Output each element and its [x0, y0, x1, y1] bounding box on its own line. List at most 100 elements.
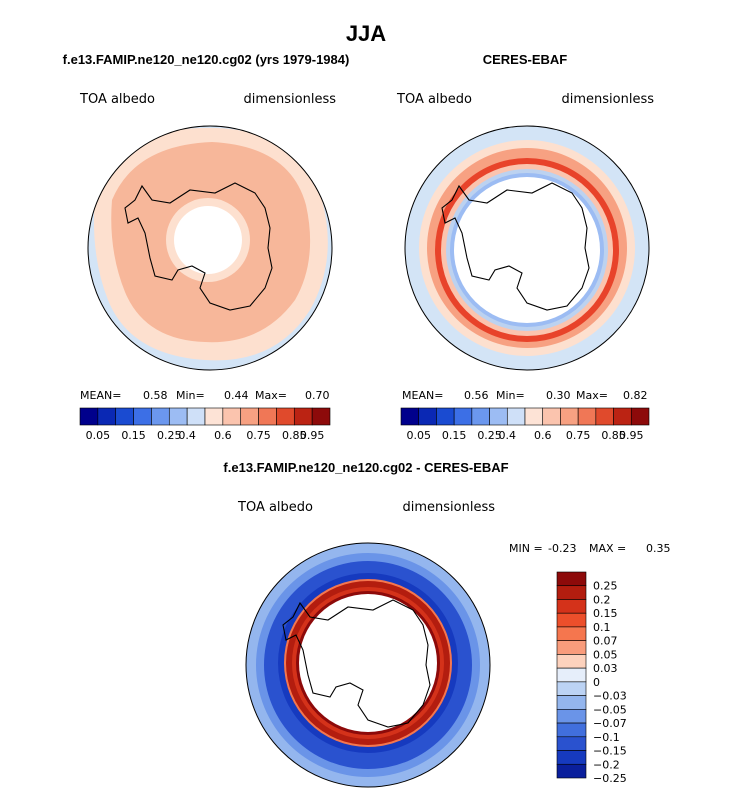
colorbar-swatch [133, 407, 152, 426]
colorbar-tick-label: 0.95 [300, 429, 325, 442]
colorbar-tick-label: 0.15 [442, 429, 467, 442]
colorbar-swatch [556, 654, 587, 669]
panel-ceres-colorbar: 0.05 0.15 0.250.4 0.6 0.75 0.850.95 [400, 407, 650, 442]
panel-ceres-title: CERES-EBAF [483, 52, 568, 67]
colorbar-swatch [436, 407, 455, 426]
colorbar-swatch [400, 407, 420, 426]
colorbar-tick-label: 0.25 [593, 580, 618, 593]
panel-ceres-min-label: Min= [496, 389, 525, 402]
colorbar-tick-label: 0.6 [534, 429, 552, 442]
colorbar-swatch [258, 407, 277, 426]
colorbar-swatch [577, 407, 597, 426]
panel-model-left-label: TOA albedo [79, 92, 155, 107]
colorbar-swatch [556, 571, 587, 587]
colorbar-swatch [311, 407, 331, 426]
panel-model-colorbar: 0.05 0.15 0.250.4 0.6 0.75 0.850.95 [79, 407, 331, 442]
panel-ceres-max-label: Max= [576, 389, 608, 402]
panel-diff-max-label: MAX = [589, 542, 626, 555]
colorbar-tick-label: 0.85 [601, 429, 626, 442]
colorbar-tick-label: 0.25 [477, 429, 502, 442]
colorbar-tick-label: 0.05 [406, 429, 431, 442]
colorbar-tick-label: −0.25 [593, 772, 627, 785]
colorbar-swatch [556, 736, 587, 751]
colorbar-swatch [556, 585, 587, 600]
panel-ceres-max: 0.82 [623, 389, 648, 402]
colorbar-swatch [204, 407, 224, 426]
colorbar-tick-label: 0.1 [593, 621, 611, 634]
map-pole-gap [174, 206, 242, 274]
colorbar-swatch [556, 612, 587, 628]
colorbar-swatch [168, 407, 188, 426]
panel-ceres-border [404, 125, 650, 371]
panel-model: f.e13.FAMIP.ne120_ne120.cg02 (yrs 1979-1… [63, 52, 350, 442]
colorbar-swatch [293, 407, 313, 426]
colorbar-tick-label: 0.75 [566, 429, 591, 442]
colorbar-swatch [556, 640, 587, 655]
colorbar-swatch [556, 750, 587, 765]
panel-ceres-mean-label: MEAN= [402, 389, 443, 402]
colorbar-swatch [595, 407, 614, 426]
colorbar-tick-label: 0.15 [121, 429, 146, 442]
colorbar-tick-label: 0.07 [593, 635, 618, 648]
colorbar-tick-label: 0.75 [246, 429, 271, 442]
colorbar-swatch [542, 407, 561, 426]
colorbar-tick-label: 0.15 [593, 607, 618, 620]
panel-model-max: 0.70 [305, 389, 330, 402]
colorbar-swatch [97, 407, 117, 426]
colorbar-tick-label: 0.03 [593, 662, 618, 675]
panel-model-min-label: Min= [176, 389, 205, 402]
colorbar-tick-label: −0.15 [593, 745, 627, 758]
colorbar-swatch [560, 407, 579, 426]
panel-diff-max: 0.35 [646, 542, 671, 555]
colorbar-tick-label: 0.05 [593, 648, 618, 661]
colorbar-tick-label: −0.1 [593, 731, 620, 744]
colorbar-tick-label: −0.03 [593, 690, 627, 703]
colorbar-tick-label: −0.05 [593, 703, 627, 716]
colorbar-swatch [613, 407, 632, 426]
colorbar-swatch [222, 407, 242, 426]
map-ring-inner [299, 594, 437, 732]
panel-ceres-right-label: dimensionless [562, 92, 655, 107]
colorbar-swatch [506, 407, 526, 426]
colorbar-swatch [556, 667, 587, 683]
panel-model-min: 0.44 [224, 389, 249, 402]
colorbar-swatch [489, 407, 508, 426]
panel-model-map [88, 126, 332, 370]
colorbar-swatch [240, 407, 259, 426]
panel-ceres-map [405, 126, 649, 370]
colorbar-swatch [453, 407, 473, 426]
colorbar-tick-label: 0.05 [86, 429, 111, 442]
colorbar-swatch [556, 695, 587, 710]
colorbar-tick-label: 0.85 [282, 429, 307, 442]
colorbar-swatch [556, 722, 587, 738]
panel-model-max-label: Max= [255, 389, 287, 402]
colorbar-swatch [524, 407, 544, 426]
map-ring-inner [454, 177, 600, 323]
panel-ceres-left-label: TOA albedo [396, 92, 472, 107]
panel-model-right-label: dimensionless [244, 92, 337, 107]
colorbar-tick-label: −0.2 [593, 758, 620, 771]
colorbar-swatch [630, 407, 650, 426]
colorbar-swatch [556, 626, 587, 641]
colorbar-swatch [79, 407, 99, 426]
colorbar-tick-label: 0.95 [619, 429, 644, 442]
colorbar-swatch [115, 407, 134, 426]
colorbar-swatch [151, 407, 170, 426]
colorbar-swatch [556, 709, 587, 724]
panel-diff-title: f.e13.FAMIP.ne120_ne120.cg02 - CERES-EBA… [223, 460, 508, 475]
panel-model-border [87, 125, 333, 371]
panel-diff-min: -0.23 [548, 542, 576, 555]
page-title: JJA [346, 21, 386, 46]
colorbar-tick-label: 0.6 [214, 429, 232, 442]
colorbar-swatch [418, 407, 437, 426]
colorbar-tick-label: 0.4 [499, 429, 517, 442]
panel-diff-right-label: dimensionless [403, 500, 496, 515]
panel-diff-map [246, 543, 490, 787]
colorbar-swatch [186, 407, 206, 426]
colorbar-tick-label: 0.25 [157, 429, 182, 442]
colorbar-swatch [556, 681, 587, 696]
panel-ceres: CERES-EBAF TOA albedo dimensionless MEAN… [396, 52, 654, 442]
panel-model-title: f.e13.FAMIP.ne120_ne120.cg02 (yrs 1979-1… [63, 52, 350, 67]
panel-diff: f.e13.FAMIP.ne120_ne120.cg02 - CERES-EBA… [223, 460, 671, 788]
